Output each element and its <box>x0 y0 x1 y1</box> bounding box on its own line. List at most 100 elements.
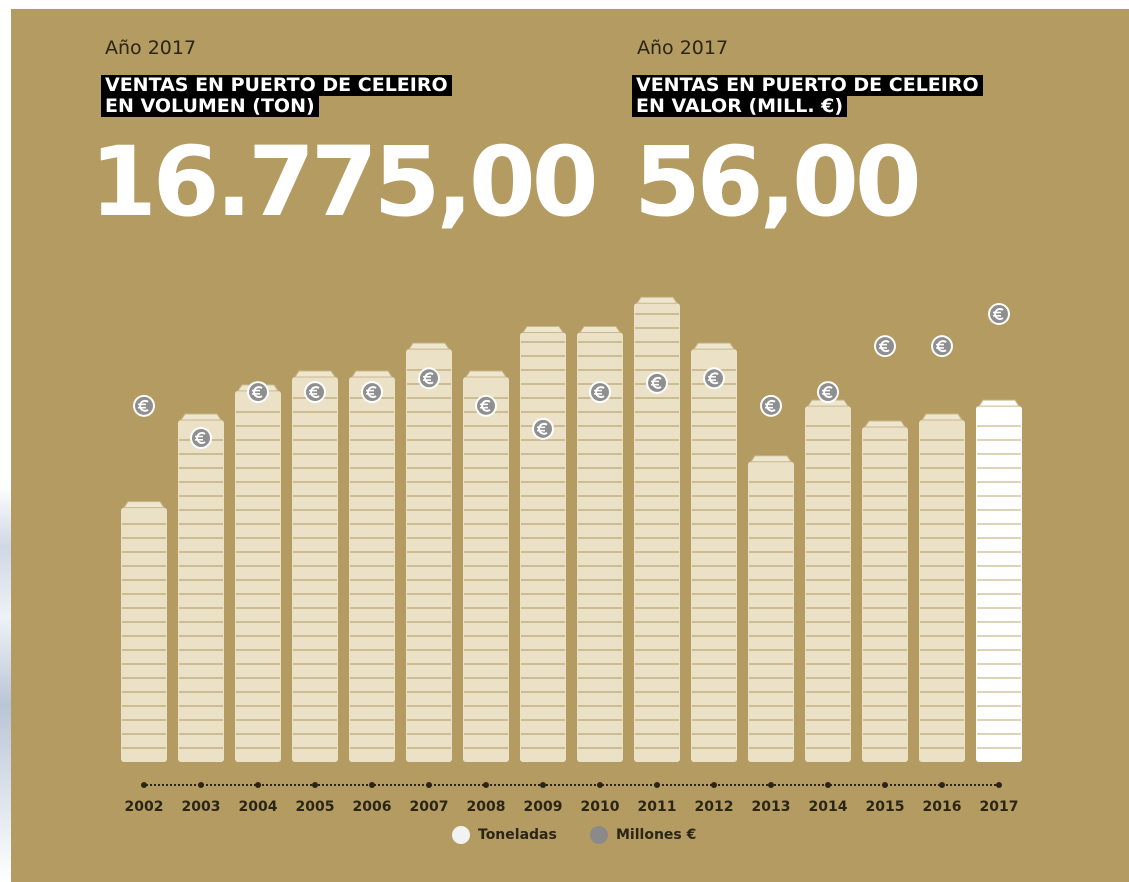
euro-marker-2002 <box>133 394 155 417</box>
bar-2006 <box>349 370 395 762</box>
bar-cap-2016 <box>921 413 963 421</box>
bar-body-2013 <box>748 461 794 762</box>
bar-body-2004 <box>235 390 281 762</box>
bar-body-2007 <box>406 349 452 762</box>
x-tick-label-2004: 2004 <box>239 799 278 815</box>
x-tick-label-2016: 2016 <box>923 799 962 815</box>
x-tick-label-2014: 2014 <box>809 799 848 815</box>
bar-slices-2011 <box>635 313 679 749</box>
bar-cap-2013 <box>750 455 792 463</box>
kpi-volume-year: Año 2017 <box>105 37 197 59</box>
bar-cap-2017 <box>978 399 1020 407</box>
bar-body-2009 <box>520 332 566 762</box>
x-tick-2016 <box>939 782 945 788</box>
kpi-value-title: VENTAS EN PUERTO DE CELEIRO EN VALOR (MI… <box>632 75 983 117</box>
x-tick-2008 <box>483 782 489 788</box>
bar-body-2017 <box>976 406 1022 762</box>
bar-slices-2013 <box>749 481 793 749</box>
bar-cap-2006 <box>351 370 393 378</box>
bar-2007 <box>406 342 452 762</box>
kpi-value-title-line2: EN VALOR (MILL. €) <box>632 96 848 117</box>
bar-2017 <box>976 399 1022 762</box>
bar-slices-2004 <box>236 411 280 749</box>
euro-marker-2009 <box>532 417 554 440</box>
bar-body-2008 <box>463 376 509 762</box>
bar-slices-2014 <box>806 425 850 749</box>
legend-toneladas-swatch <box>452 826 470 844</box>
bar-2005 <box>292 370 338 762</box>
bar-body-2003 <box>178 420 224 762</box>
kpi-volume-value: 16.775,00 <box>90 126 599 238</box>
bar-cap-2010 <box>579 325 621 333</box>
bar-cap-2003 <box>180 413 222 421</box>
x-tick-2005 <box>312 782 318 788</box>
euro-marker-2013 <box>760 394 782 417</box>
kpi-value-year: Año 2017 <box>637 37 729 59</box>
bar-2011 <box>634 296 680 762</box>
euro-marker-2015 <box>874 335 896 358</box>
kpi-volume-title: VENTAS EN PUERTO DE CELEIRO EN VOLUMEN (… <box>101 75 452 117</box>
x-tick-label-2006: 2006 <box>353 799 392 815</box>
background-photo-strip <box>0 0 14 882</box>
kpi-value-value: 56,00 <box>634 126 922 238</box>
euro-marker-2007 <box>418 367 440 390</box>
x-tick-2010 <box>597 782 603 788</box>
x-tick-2015 <box>882 782 888 788</box>
x-tick-label-2009: 2009 <box>524 799 563 815</box>
x-tick-label-2003: 2003 <box>182 799 221 815</box>
bar-cap-2015 <box>864 420 906 428</box>
x-tick-label-2017: 2017 <box>980 799 1019 815</box>
bar-body-2011 <box>634 303 680 762</box>
bar-2008 <box>463 370 509 762</box>
euro-marker-2010 <box>589 381 611 404</box>
euro-marker-2011 <box>646 371 668 394</box>
x-tick-label-2015: 2015 <box>866 799 905 815</box>
bar-2014 <box>805 399 851 762</box>
legend-millones: Millones € <box>590 826 696 846</box>
legend-toneladas-label: Toneladas <box>478 827 557 843</box>
bar-body-2014 <box>805 406 851 762</box>
x-tick-label-2012: 2012 <box>695 799 734 815</box>
euro-marker-2017 <box>988 303 1010 325</box>
x-tick-label-2002: 2002 <box>125 799 164 815</box>
x-tick-2013 <box>768 782 774 788</box>
bar-2015 <box>862 420 908 762</box>
bar-2002 <box>121 501 167 762</box>
bar-slices-2017 <box>977 425 1021 749</box>
x-tick-2009 <box>540 782 546 788</box>
x-tick-label-2007: 2007 <box>410 799 449 815</box>
x-tick-2006 <box>369 782 375 788</box>
x-tick-label-2008: 2008 <box>467 799 506 815</box>
bar-cap-2009 <box>522 325 564 333</box>
euro-marker-2016 <box>931 335 953 358</box>
bar-cap-2005 <box>294 370 336 378</box>
x-tick-2017 <box>996 782 1002 788</box>
bar-slices-2002 <box>122 523 166 749</box>
bar-body-2002 <box>121 507 167 762</box>
bar-2009 <box>520 325 566 762</box>
euro-marker-2005 <box>304 381 326 404</box>
kpi-volume-title-line2: EN VOLUMEN (TON) <box>101 96 319 117</box>
legend-millones-swatch <box>590 826 608 844</box>
x-tick-label-2005: 2005 <box>296 799 335 815</box>
x-tick-label-2011: 2011 <box>638 799 677 815</box>
legend-toneladas: Toneladas <box>452 826 557 846</box>
euro-marker-2012 <box>703 367 725 390</box>
kpi-value-title-line1: VENTAS EN PUERTO DE CELEIRO <box>632 75 983 96</box>
bar-cap-2002 <box>123 501 165 509</box>
bar-2004 <box>235 384 281 762</box>
bar-2003 <box>178 413 224 762</box>
bar-slices-2009 <box>521 341 565 749</box>
bar-2016 <box>919 413 965 762</box>
bar-slices-2005 <box>293 397 337 749</box>
x-tick-2014 <box>825 782 831 788</box>
x-tick-label-2013: 2013 <box>752 799 791 815</box>
x-tick-2012 <box>711 782 717 788</box>
legend-millones-label: Millones € <box>616 827 697 843</box>
bar-cap-2012 <box>693 342 735 350</box>
euro-marker-2003 <box>190 427 212 449</box>
bar-slices-2003 <box>179 439 223 749</box>
bar-cap-2014 <box>807 399 849 407</box>
bar-2012 <box>691 342 737 762</box>
